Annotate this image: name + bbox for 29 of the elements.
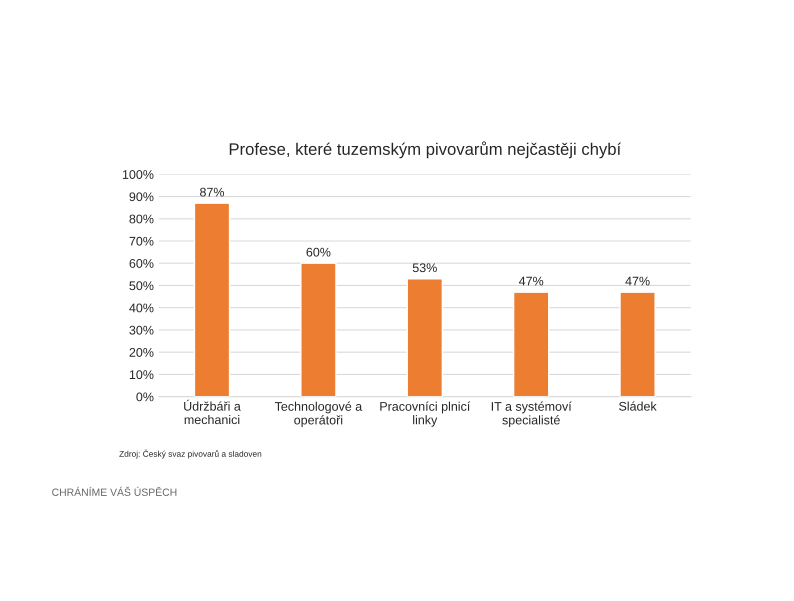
y-tick-label: 90% bbox=[130, 192, 154, 202]
x-tick-label: IT a systémoví specialisté bbox=[492, 402, 572, 427]
y-tick-label: 20% bbox=[130, 348, 154, 357]
x-tick-label: Sládek bbox=[619, 401, 657, 411]
y-tick-label: 70% bbox=[130, 236, 154, 246]
y-tick-label: 40% bbox=[129, 304, 154, 312]
bar bbox=[619, 291, 656, 397]
x-tick-label: Technologové a operátoři bbox=[274, 402, 362, 427]
y-tick-label: 30% bbox=[129, 326, 154, 335]
y-tick-label: 0% bbox=[136, 392, 154, 402]
data-label: 47% bbox=[518, 276, 544, 286]
data-label: 87% bbox=[200, 188, 224, 197]
data-label: 53% bbox=[412, 263, 437, 272]
chart-title: Profese, které tuzemským pivovarům nejčastěji chybí bbox=[230, 141, 622, 158]
x-tick-label: Údržbáři a mechanici bbox=[184, 400, 241, 424]
y-tick-label: 80% bbox=[129, 214, 154, 224]
y-tick-label: 100% bbox=[122, 170, 154, 179]
y-tick-label: 10% bbox=[130, 370, 154, 380]
y-tick-label: 60% bbox=[130, 259, 154, 268]
bar bbox=[406, 278, 444, 397]
x-tick-label: Pracovníci plnicí linky bbox=[380, 402, 470, 427]
bar bbox=[512, 291, 550, 397]
data-label: 47% bbox=[625, 276, 650, 286]
text: CHRÁNÍME VÁŠ ÚSPĚCH bbox=[52, 486, 176, 496]
text: Zdroj: Český svaz pivovarů a sladoven bbox=[119, 449, 262, 458]
data-label: 60% bbox=[306, 248, 330, 257]
y-tick-label: 50% bbox=[129, 281, 154, 290]
bar bbox=[300, 262, 337, 397]
bar bbox=[194, 202, 230, 397]
